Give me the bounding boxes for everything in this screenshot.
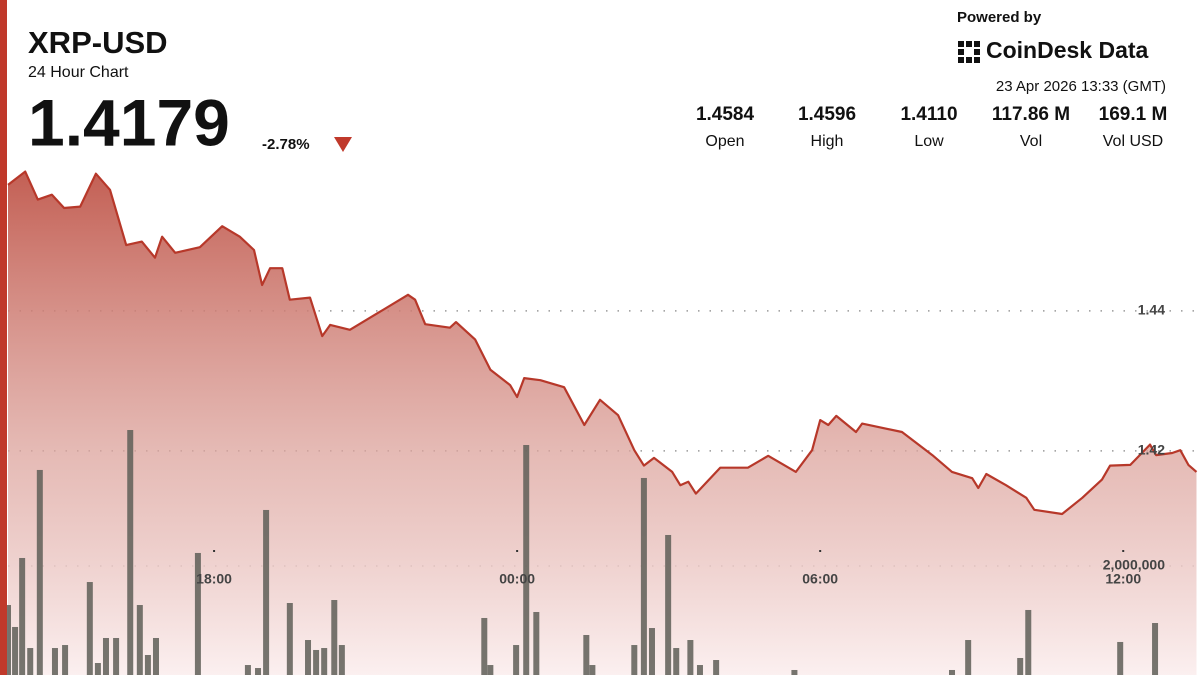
volume-bar xyxy=(583,634,590,675)
volume-bar xyxy=(313,649,320,675)
volume-bar xyxy=(5,605,11,675)
volume-bar xyxy=(144,654,151,675)
price-area xyxy=(8,171,1197,675)
stat-value: 1.4584 xyxy=(696,104,755,125)
x-tick-label: 12:00 xyxy=(1105,571,1141,587)
title: XRP-USD xyxy=(28,25,168,60)
volume-bar xyxy=(331,600,338,675)
powered-by: Powered by xyxy=(957,9,1042,26)
stat-label: Vol xyxy=(1020,133,1042,150)
volume-bar xyxy=(194,552,201,675)
volume-bar xyxy=(286,603,293,675)
y2-tick-label: 2,000,000 xyxy=(1103,557,1165,573)
volume-bar xyxy=(19,557,26,675)
stat-value: 117.86 M xyxy=(992,104,1070,125)
stats: 1.4584 Open 1.4596 High 1.4110 Low 117.86 M Vol… xyxy=(696,104,1167,150)
x-tick-label: 00:00 xyxy=(499,571,535,587)
volume-bar xyxy=(665,534,672,675)
volume-bar xyxy=(673,648,680,675)
x-tick-label: 06:00 xyxy=(802,571,838,587)
volume-bar xyxy=(791,669,798,675)
stat-label: Open xyxy=(705,133,744,150)
volume-bar xyxy=(12,626,19,675)
x-tick-label: 18:00 xyxy=(196,571,232,587)
volume-bar xyxy=(696,665,703,675)
volume-bar xyxy=(127,430,134,675)
volume-bar xyxy=(338,645,345,675)
volume-bar xyxy=(1117,641,1124,675)
brand-icon xyxy=(958,41,980,63)
stat-value: 1.4110 xyxy=(900,104,957,125)
volume-bar xyxy=(51,648,58,675)
volume-bar xyxy=(481,617,488,675)
volume-bar xyxy=(687,640,694,675)
subtitle: 24 Hour Chart xyxy=(28,64,129,81)
volume-bar xyxy=(152,637,159,675)
volume-bar xyxy=(949,669,956,675)
volume-bar xyxy=(589,665,596,675)
volume-bar xyxy=(533,611,540,675)
volume-bar xyxy=(86,582,93,675)
stat-label: Low xyxy=(914,133,944,150)
volume-bar xyxy=(263,509,270,675)
volume-bar xyxy=(305,640,312,675)
volume-bar xyxy=(94,663,101,675)
brand: CoinDesk Data xyxy=(986,37,1149,63)
volume-bar xyxy=(631,645,638,675)
stat-label: High xyxy=(811,133,844,150)
volume-bar xyxy=(523,445,530,675)
volume-bar xyxy=(1152,623,1159,675)
accent-bar xyxy=(0,0,7,675)
volume-bar xyxy=(513,645,520,675)
volume-bar xyxy=(648,628,655,675)
change: -2.78% xyxy=(262,136,310,153)
down-arrow xyxy=(334,137,352,152)
y-tick-label: 1.44 xyxy=(1138,302,1165,318)
volume-bar xyxy=(102,637,109,675)
timestamp: 23 Apr 2026 13:33 (GMT) xyxy=(996,78,1166,95)
volume-bar xyxy=(113,637,120,675)
volume-bar xyxy=(1025,609,1032,675)
volume-bar xyxy=(713,660,720,675)
volume-bar xyxy=(62,645,69,675)
price: 1.4179 xyxy=(28,85,230,159)
price-line xyxy=(7,170,1198,516)
stat-label: Vol USD xyxy=(1103,133,1163,150)
plot: 1.42 1.44 2,000,000 18:00 00:00 06:00 12:00 xyxy=(5,170,1200,675)
volume-bar xyxy=(136,605,143,675)
volume-bar xyxy=(1017,657,1024,675)
volume-bar xyxy=(640,477,647,675)
volume-bar xyxy=(244,665,251,675)
volume-bar xyxy=(487,665,494,675)
volume-bar xyxy=(36,469,43,675)
stat-value: 1.4596 xyxy=(798,104,856,125)
y-tick-label: 1.42 xyxy=(1138,442,1165,458)
volume-bar xyxy=(27,648,34,675)
volume-bar xyxy=(255,668,262,675)
volume-bar xyxy=(965,640,972,675)
volume-bar xyxy=(321,648,328,675)
stat-value: 169.1 M xyxy=(1099,104,1168,125)
